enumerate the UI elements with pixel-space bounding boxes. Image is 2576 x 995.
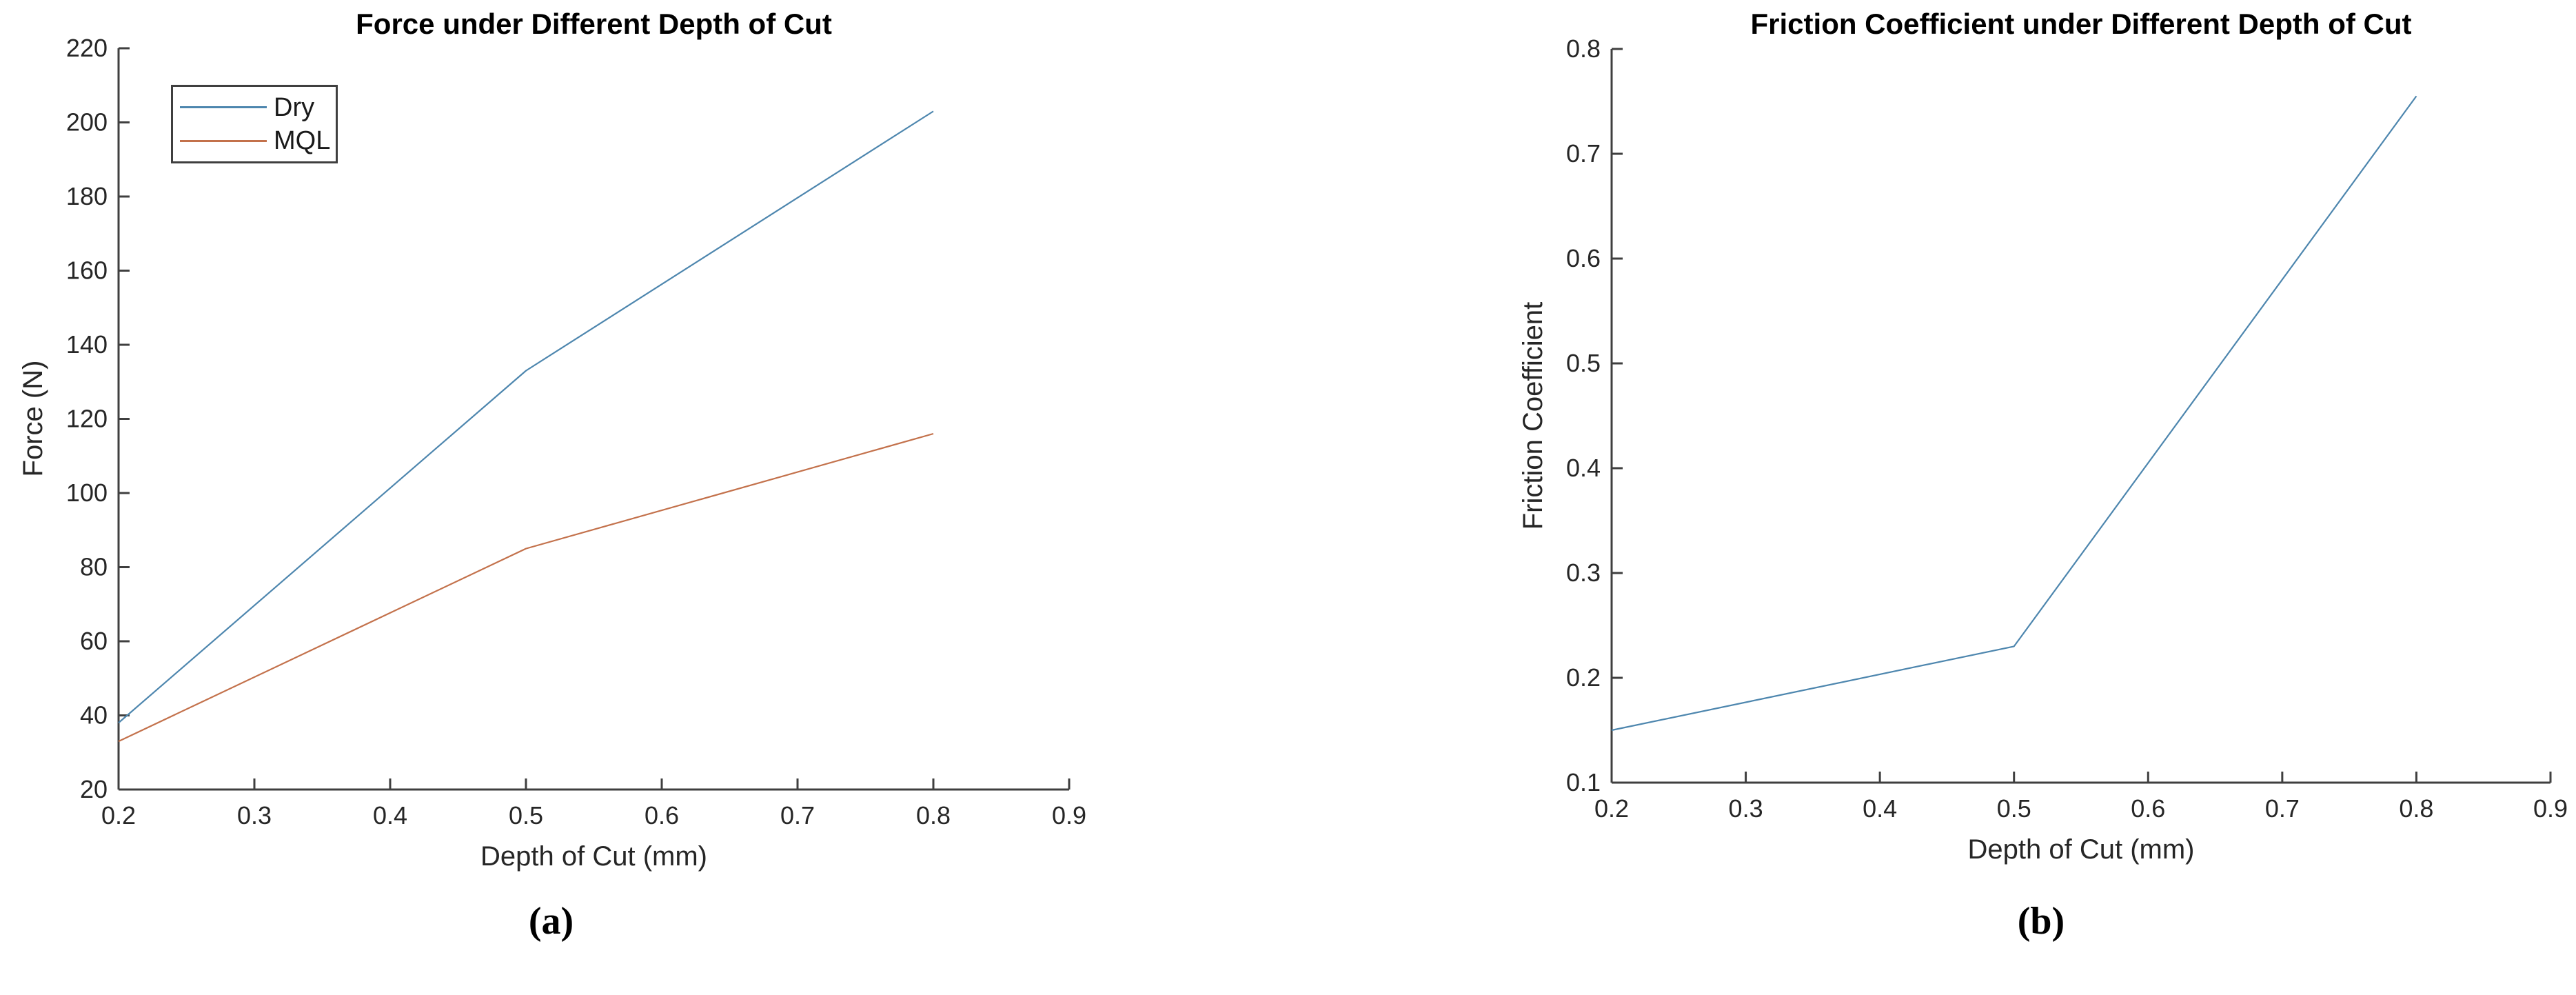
y-tick-label: 140: [66, 330, 108, 359]
y-tick-label: 0.4: [1566, 454, 1601, 482]
y-tick-label: 220: [66, 34, 108, 62]
chart-b-x-axis-label: Depth of Cut (mm): [1967, 834, 2195, 865]
y-tick-label: 120: [66, 405, 108, 433]
y-tick-label: 160: [66, 257, 108, 285]
chart-a-legend: Dry MQL: [171, 85, 338, 163]
x-tick-label: 0.3: [1729, 794, 1763, 823]
series-line-friction-coefficient: [1611, 95, 2417, 732]
chart-a-plot-canvas: 0.2 0.3 0.4 0.5 0.6 0.7 0.8 0.9 20 40 60 80 100 120 14…: [66, 34, 1086, 830]
y-tick-label: 200: [66, 108, 108, 137]
legend-entry-mql: MQL: [180, 128, 336, 154]
x-tick-label: 0.4: [1863, 794, 1897, 823]
series-line-dry: [118, 110, 934, 724]
x-tick-label: 0.9: [2533, 794, 2568, 823]
x-tick-label: 0.5: [1997, 794, 2031, 823]
chart-b-title: Friction Coefficient under Different Dep…: [1750, 8, 2412, 40]
y-tick-label: 0.3: [1566, 559, 1601, 587]
dry-legend-label: Dry: [274, 92, 315, 122]
chart-a-caption: (a): [528, 900, 574, 943]
y-tick-label: 0.6: [1566, 244, 1601, 272]
y-tick-label: 0.8: [1566, 34, 1601, 63]
y-tick-label: 80: [80, 553, 108, 581]
chart-b-plot-canvas: 0.2 0.3 0.4 0.5 0.6 0.7 0.8 0.90.10.20.30.40.50…: [1566, 34, 2568, 823]
dry-line-swatch: [180, 106, 267, 109]
y-tick-label: 0.7: [1566, 139, 1601, 168]
x-tick-label: 0.8: [916, 801, 951, 830]
legend-entry-dry: Dry: [180, 94, 336, 121]
y-tick-label: 20: [80, 775, 108, 803]
y-tick-label: 0.2: [1566, 663, 1601, 692]
y-tick-label: 60: [80, 627, 108, 655]
x-tick-label: 0.9: [1052, 801, 1086, 830]
y-tick-label: 0.5: [1566, 349, 1601, 377]
chart-b-caption: (b): [2017, 900, 2065, 943]
y-tick-label: 40: [80, 701, 108, 730]
x-tick-label: 0.7: [780, 801, 815, 830]
chart-a-x-axis-label: Depth of Cut (mm): [480, 841, 707, 872]
mql-line-swatch: [180, 139, 267, 142]
y-tick-label: 180: [66, 182, 108, 210]
mql-legend-label: MQL: [274, 126, 331, 156]
chart-a-title: Force under Different Depth of Cut: [356, 8, 832, 40]
x-tick-label: 0.2: [1594, 794, 1629, 823]
x-tick-label: 0.6: [2131, 794, 2165, 823]
series-line-mql: [118, 432, 934, 743]
x-tick-label: 0.8: [2399, 794, 2433, 823]
x-tick-label: 0.7: [2265, 794, 2300, 823]
x-tick-label: 0.6: [645, 801, 679, 830]
x-tick-label: 0.3: [237, 801, 272, 830]
y-tick-label: 100: [66, 479, 108, 507]
x-tick-label: 0.2: [101, 801, 136, 830]
y-tick-label: 0.1: [1566, 768, 1601, 796]
x-tick-label: 0.4: [373, 801, 407, 830]
x-tick-label: 0.5: [509, 801, 543, 830]
